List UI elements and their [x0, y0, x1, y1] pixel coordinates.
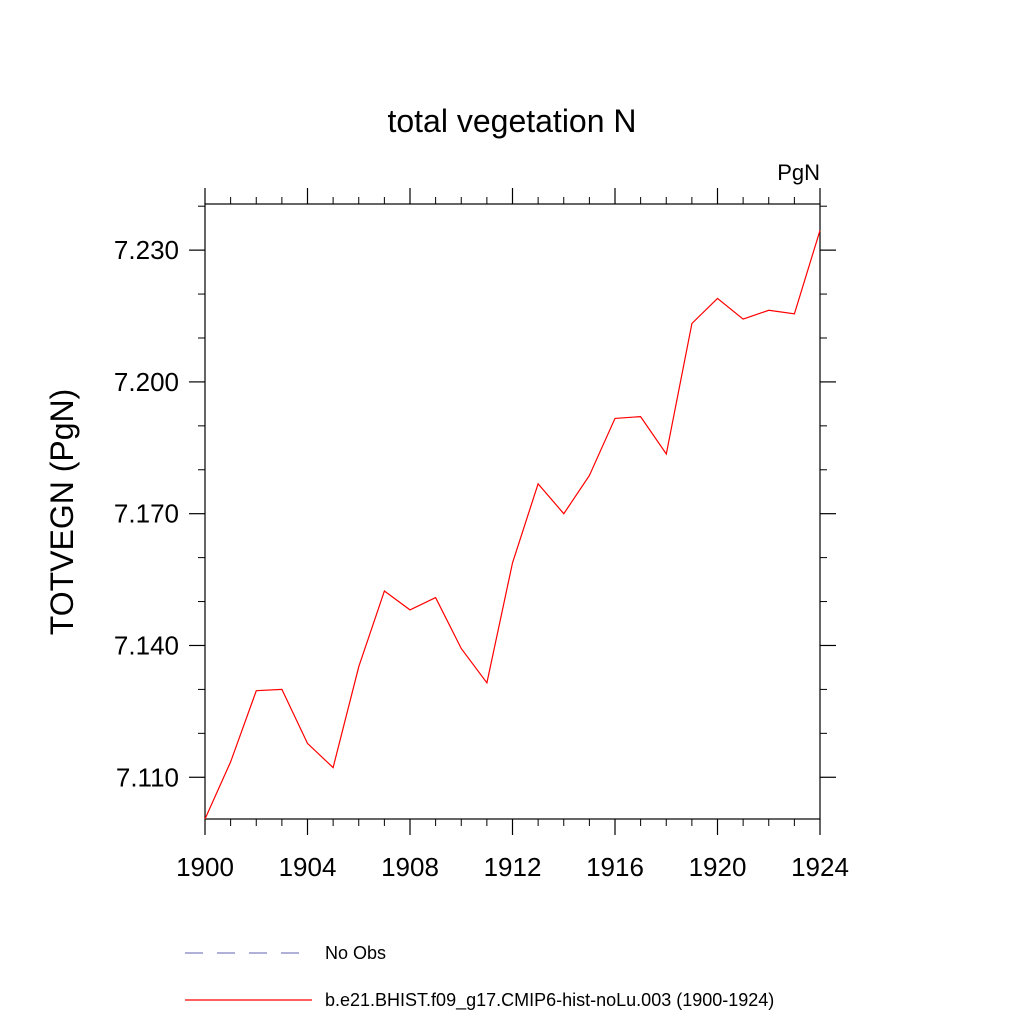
legend-label-model: b.e21.BHIST.f09_g17.CMIP6-hist-noLu.003 …: [325, 990, 774, 1011]
x-tick-label: 1912: [484, 852, 542, 882]
units-label: PgN: [777, 160, 820, 185]
x-tick-label: 1904: [279, 852, 337, 882]
y-tick-label: 7.200: [114, 367, 179, 397]
legend: No Obs b.e21.BHIST.f09_g17.CMIP6-hist-no…: [185, 943, 774, 1011]
x-tick-label: 1900: [176, 852, 234, 882]
chart-title: total vegetation N: [387, 103, 636, 139]
series-lines: [204, 230, 821, 820]
y-tick-label: 7.170: [114, 499, 179, 529]
x-tick-label: 1920: [689, 852, 747, 882]
y-axis-label: TOTVEGN (PgN): [44, 389, 80, 636]
x-tick-label: 1908: [381, 852, 439, 882]
y-tick-label: 7.140: [114, 630, 179, 660]
y-tick-label: 7.230: [114, 235, 179, 265]
axes: 1900 1904 1908 1912 1916 1920 1924 7.110 7.140 7.…: [114, 188, 849, 882]
plot-frame: [204, 203, 821, 820]
series-line-0: [204, 230, 821, 820]
x-tick-label: 1924: [791, 852, 849, 882]
x-tick-label: 1916: [586, 852, 644, 882]
legend-label-no-obs: No Obs: [325, 943, 386, 963]
y-tick-label: 7.110: [116, 762, 179, 792]
